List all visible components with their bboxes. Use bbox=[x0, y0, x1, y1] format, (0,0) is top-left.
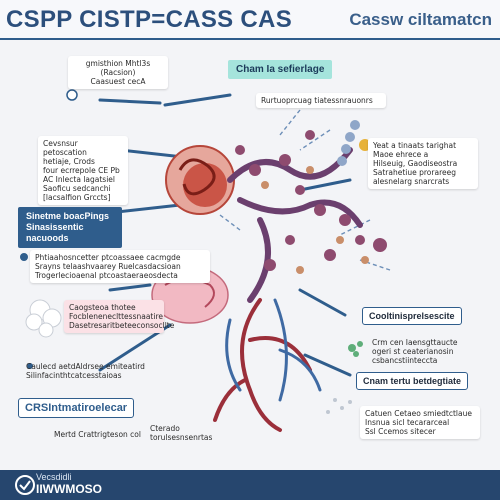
right-outline-pill: Cooltinisprelsescite bbox=[362, 307, 462, 325]
connector-arrow-right-lower bbox=[303, 353, 352, 377]
pink-card: Caogsteoa thotee Focbleneneclttessnaatir… bbox=[64, 300, 174, 333]
left-blue-pill: Sinetme boacPings Sinasissentic nacuoods bbox=[18, 207, 122, 248]
page-title: CSPP CISTP=CASS CAS bbox=[6, 6, 293, 33]
right-card: Yeat a tinaats tarighat Maoe ehrece a Hi… bbox=[368, 138, 478, 189]
logo-icon bbox=[8, 472, 42, 498]
footer-caption: Vecsdidli bbox=[36, 472, 72, 482]
left-card: Cevsnsur petoscation hetiaje, Crods four… bbox=[38, 136, 128, 205]
crs-label: CRSIntmatiroelecar bbox=[18, 398, 135, 418]
right-outline-pill-2: Cnam tertu betdegtiate bbox=[356, 372, 469, 390]
flow-note-top: Rurtuoprcuag tiatessnrauonrs bbox=[256, 93, 386, 108]
flag-icon bbox=[66, 89, 78, 101]
connector-arrow-right bbox=[298, 178, 352, 192]
connector-arrow-top-left bbox=[98, 98, 162, 105]
connector-arrow-right-mid bbox=[298, 288, 347, 317]
teal-label-top: Cham Ia sefierlage bbox=[228, 60, 333, 79]
footer-brand: IIWWMOSO bbox=[36, 482, 102, 496]
dot-icon-left bbox=[20, 253, 28, 261]
connector-arrow-top bbox=[163, 93, 232, 107]
dot-icon-bottom-left bbox=[27, 363, 33, 369]
bottom-note-1: Mertd Crattrigteson col bbox=[54, 430, 141, 439]
right-note-1: Crm cen Iaensgttaucte ogeri st ceaterian… bbox=[372, 338, 458, 365]
bottom-right-note: Catuen Cetaeo smiedtctlaue Insnua sicl t… bbox=[360, 406, 480, 439]
mid-left-note: Phtiaahosncetter ptcoassaee cacmgde Sray… bbox=[30, 250, 210, 283]
header-bar: CSPP CISTP=CASS CAS Cassw ciltamatcn bbox=[0, 0, 500, 40]
page-subtitle: Cassw ciltamatcn bbox=[349, 10, 492, 29]
bottom-left-note: Caulecd aetdAldrsee emiteatird Silinfaci… bbox=[26, 362, 145, 380]
footer-bar: Vecsdidli IIWWMOSO bbox=[0, 470, 500, 500]
connector-arrow-mid-left bbox=[108, 283, 152, 292]
bottom-note-2: Cterado torulsesnsenrtas bbox=[150, 424, 213, 442]
top-left-note: gmisthion Mhtl3s (Racsion) Caasuest cecA bbox=[68, 56, 168, 89]
